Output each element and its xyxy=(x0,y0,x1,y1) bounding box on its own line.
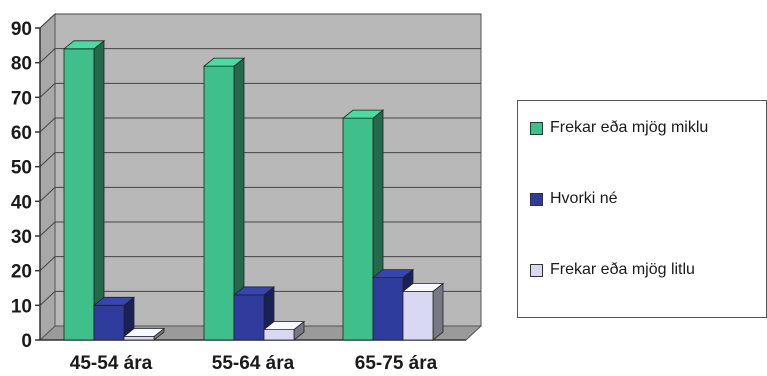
bar xyxy=(262,320,306,341)
legend-swatch-frekar-miklu xyxy=(530,121,543,135)
bar-front xyxy=(372,277,404,341)
y-tick-label: 20 xyxy=(11,262,32,283)
bar xyxy=(232,286,276,341)
y-axis-ticks: 0 10 20 30 40 50 60 70 80 90 xyxy=(11,19,40,352)
bar-front xyxy=(123,336,155,341)
legend-label-frekar-miklu: Frekar eða mjög miklu xyxy=(550,119,709,136)
gridline-side xyxy=(39,117,56,133)
bar-side xyxy=(432,282,444,341)
legend-label-hvorki-ne: Hvorki né xyxy=(550,190,618,207)
bar xyxy=(62,39,106,341)
legend-item-frekar-litlu: Frekar eða mjög litlu xyxy=(530,261,695,279)
bar-top xyxy=(122,328,166,337)
bar-top xyxy=(62,40,106,50)
y-tick-label: 50 xyxy=(11,158,32,179)
legend-item-hvorki-ne: Hvorki né xyxy=(530,190,618,208)
bar-top xyxy=(232,286,276,296)
legend-swatch-frekar-litlu xyxy=(530,263,543,277)
y-tick-label: 30 xyxy=(11,227,32,248)
legend-label-frekar-litlu: Frekar eða mjög litlu xyxy=(550,261,695,278)
bar-side xyxy=(93,39,105,341)
bar-top xyxy=(371,269,415,279)
bar-front xyxy=(63,48,95,341)
legend: Frekar eða mjög miklu Hvorki né Frekar e… xyxy=(517,100,767,318)
plot-side-wall xyxy=(39,12,56,342)
gridline-side xyxy=(39,186,56,202)
y-tick-label: 0 xyxy=(21,331,32,352)
gridline-side xyxy=(39,256,56,272)
bar-front xyxy=(233,294,265,341)
bar-front xyxy=(263,329,295,341)
gridline-side xyxy=(39,13,56,29)
bar xyxy=(401,282,445,341)
legend-swatch-hvorki-ne xyxy=(530,192,543,206)
bar-top xyxy=(341,109,385,119)
x-tick-label: 65-75 ára xyxy=(355,353,438,374)
bar-top xyxy=(401,283,445,292)
y-tick-label: 60 xyxy=(11,123,32,144)
bar-top xyxy=(92,296,136,306)
gridlines xyxy=(39,13,481,306)
x-tick-label: 45-54 ára xyxy=(70,353,153,374)
bar-front xyxy=(203,65,235,341)
gridline-side xyxy=(39,221,56,237)
y-tick-label: 40 xyxy=(11,192,32,213)
bar-front xyxy=(402,291,434,341)
gridline-side xyxy=(39,152,56,168)
bar xyxy=(122,327,166,341)
bar xyxy=(92,296,136,341)
gridline-side xyxy=(39,48,56,64)
bar-top xyxy=(262,321,306,331)
y-tick-label: 70 xyxy=(11,88,32,109)
gridline-side xyxy=(39,82,56,98)
y-tick-label: 90 xyxy=(11,19,32,40)
bar-top xyxy=(202,57,246,67)
x-axis-ticks: 45-54 ára 55-64 ára 65-75 ára xyxy=(70,353,438,374)
bar-front xyxy=(342,117,374,341)
gridline-side xyxy=(39,290,56,306)
bar xyxy=(202,57,246,341)
y-tick-label: 80 xyxy=(11,54,32,75)
legend-item-frekar-miklu: Frekar eða mjög miklu xyxy=(530,119,708,137)
bar-front xyxy=(93,304,125,341)
bars xyxy=(62,39,445,341)
plot-back-wall xyxy=(54,13,482,327)
x-tick-label: 55-64 ára xyxy=(212,353,295,374)
y-tick-label: 10 xyxy=(11,296,32,317)
